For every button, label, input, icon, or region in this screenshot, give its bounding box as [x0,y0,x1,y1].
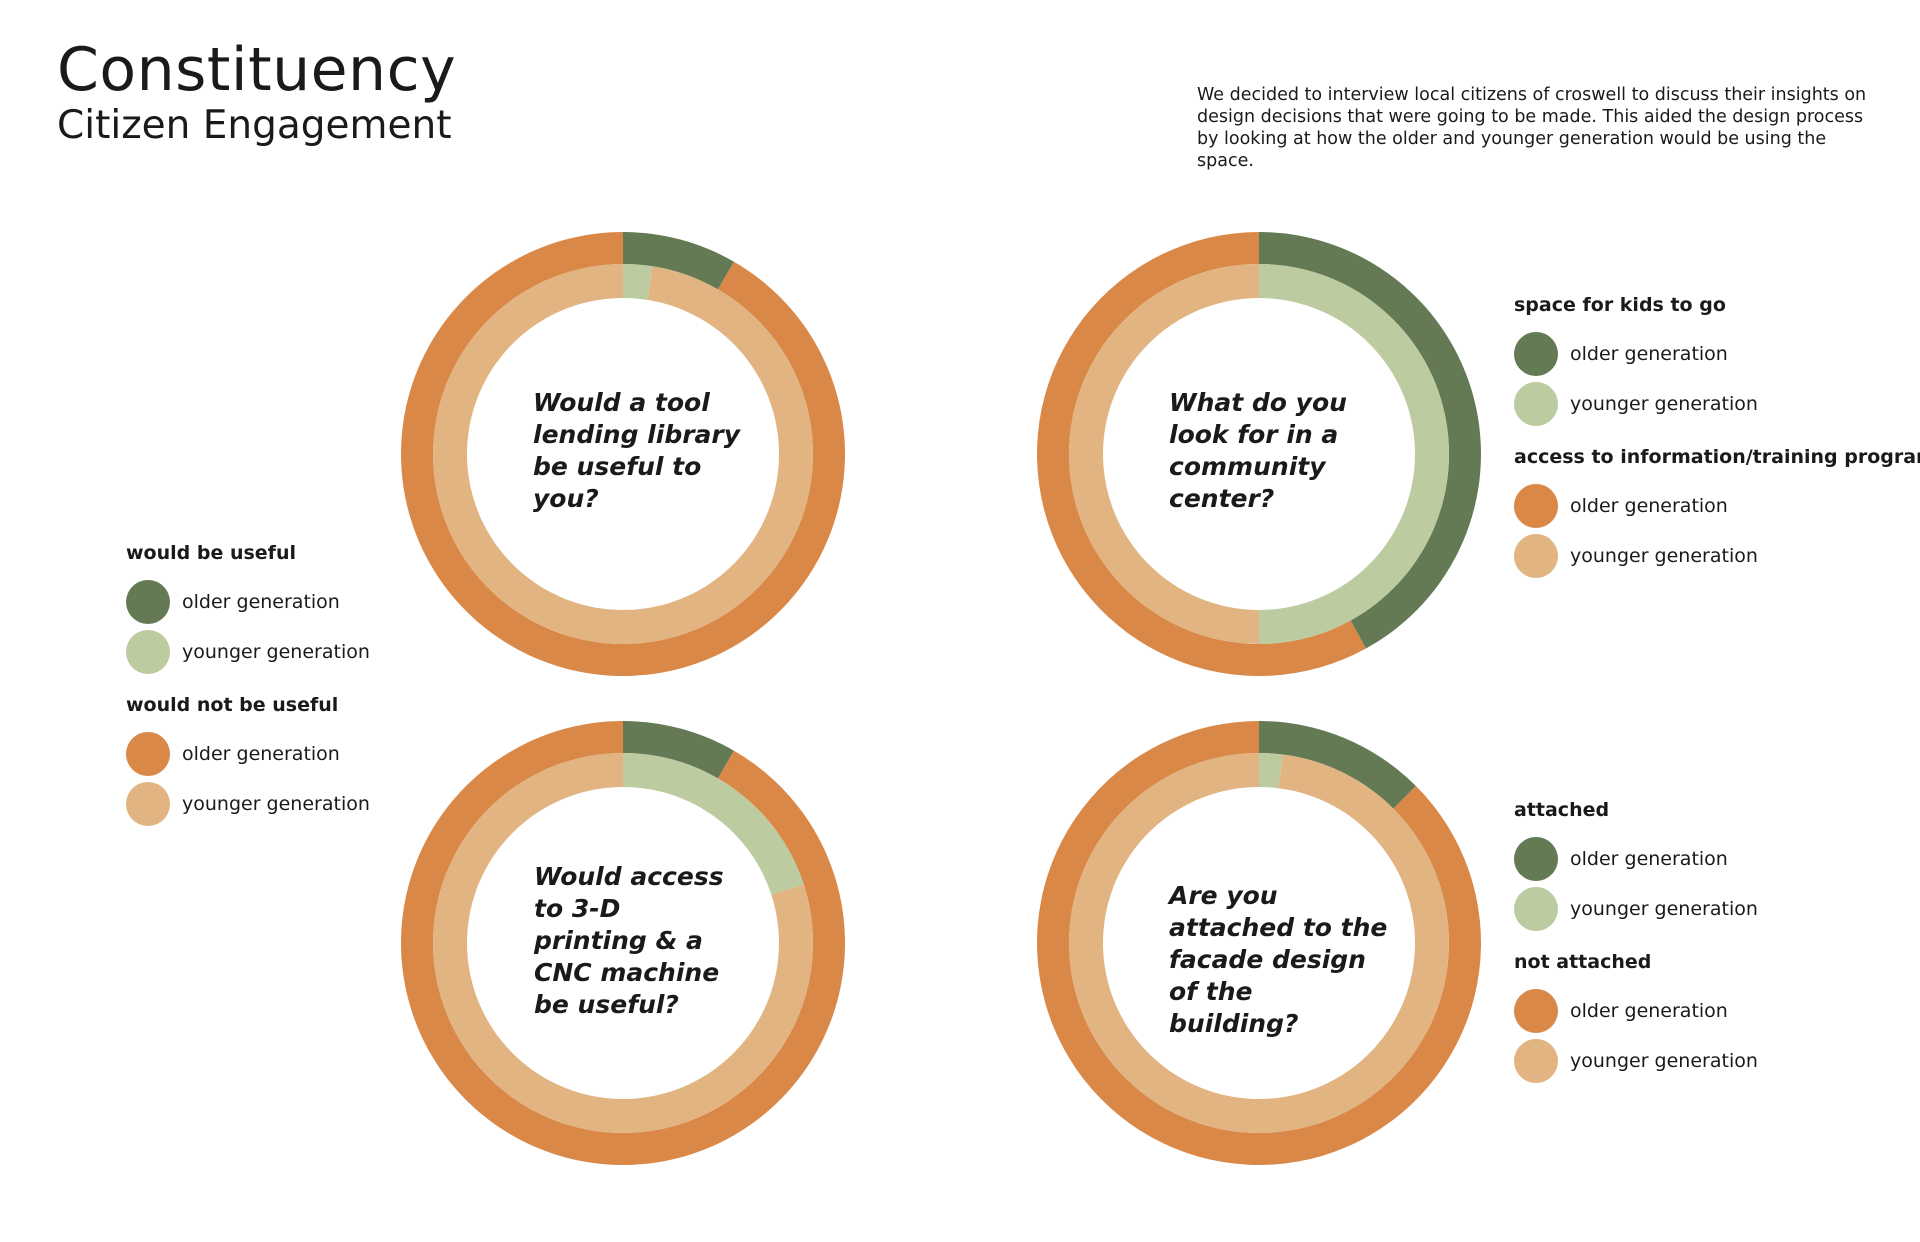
swatch-younger-no [1514,534,1558,578]
swatch-younger-yes [1514,887,1558,931]
legend-item: younger generation [1514,1039,1758,1083]
legend-label: older generation [1570,1000,1728,1022]
legend-item: older generation [1514,484,1920,528]
swatch-younger-no [1514,1039,1558,1083]
legend-item: older generation [126,580,370,624]
legend-label: older generation [1570,495,1728,517]
question-3d-printing: Would access to 3-D printing & a CNC mac… [534,862,724,1019]
legend-item: younger generation [1514,887,1758,931]
legend-item: older generation [1514,989,1758,1033]
chart-2-younger-no-slice [1069,264,1259,644]
chart-4-older-yes-slice [1259,721,1416,809]
legend-useful: would be useful older generation younger… [126,538,370,832]
legend-label: younger generation [1570,393,1758,415]
legend-label: younger generation [1570,1050,1758,1072]
swatch-older-yes [1514,332,1558,376]
legend-label: younger generation [1570,545,1758,567]
swatch-older-yes [126,580,170,624]
question-community-center: What do you look for in a community cent… [1169,388,1347,513]
legend-label: younger generation [182,641,370,663]
chart-2-older-yes-slice [1259,232,1482,649]
intro-paragraph: We decided to interview local citizens o… [1197,85,1867,171]
swatch-older-no [1514,484,1558,528]
chart-2-younger-yes-slice [1259,264,1449,644]
swatch-younger-yes [126,630,170,674]
legend-group-heading: would not be useful [126,694,339,716]
legend-item: younger generation [1514,534,1920,578]
legend-group-heading: would be useful [126,542,296,564]
swatch-older-yes [1514,837,1558,881]
legend-group-heading: not attached [1514,951,1652,973]
legend-community-center: space for kids to go older generation yo… [1514,290,1920,584]
legend-group-heading: attached [1514,799,1610,821]
question-facade: Are you attached to the facade design of… [1169,881,1388,1038]
chart-1-younger-yes-slice [623,264,653,300]
swatch-younger-no [126,782,170,826]
legend-item: older generation [126,732,370,776]
legend-item: younger generation [1514,382,1920,426]
question-tool-library: Would a tool lending library be useful t… [533,388,741,513]
legend-label: older generation [1570,848,1728,870]
legend-label: older generation [182,591,340,613]
legend-group-heading: access to information/training program [1514,446,1920,468]
legend-label: older generation [182,743,340,765]
legend-label: older generation [1570,343,1728,365]
legend-group-heading: space for kids to go [1514,294,1726,316]
legend-facade: attached older generation younger genera… [1514,795,1758,1089]
page-subtitle: Citizen Engagement [57,103,452,148]
swatch-older-no [126,732,170,776]
legend-item: older generation [1514,332,1920,376]
page-title: Constituency [57,35,457,105]
chart-3-younger-yes-slice [623,753,804,895]
legend-item: younger generation [126,782,370,826]
legend-item: younger generation [126,630,370,674]
chart-2-older-no-slice [1037,232,1366,676]
swatch-younger-yes [1514,382,1558,426]
legend-item: older generation [1514,837,1758,881]
legend-label: younger generation [182,793,370,815]
legend-label: younger generation [1570,898,1758,920]
chart-4-younger-yes-slice [1259,753,1283,789]
swatch-older-no [1514,989,1558,1033]
chart-1-older-yes-slice [623,232,734,290]
chart-3-older-yes-slice [623,721,734,779]
